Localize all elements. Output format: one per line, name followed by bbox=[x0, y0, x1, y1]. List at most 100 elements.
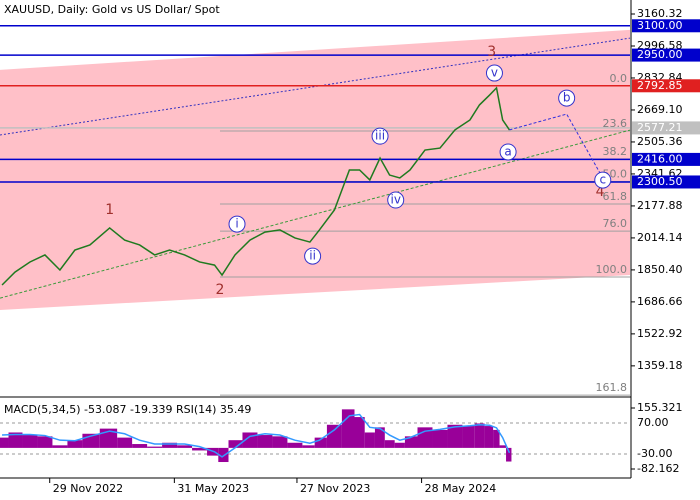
y2-tick-label: 70.00 bbox=[637, 416, 669, 429]
indicator-label: MACD(5,34,5) -53.087 -19.339 RSI(14) 35.… bbox=[4, 403, 251, 416]
fib-label: 23.6 bbox=[603, 117, 628, 130]
signal-line bbox=[2, 413, 511, 458]
level-box bbox=[632, 152, 700, 166]
level-label: 2577.21 bbox=[637, 121, 683, 134]
fib-label: 0.0 bbox=[610, 72, 628, 85]
chart-title: XAUUSD, Daily: Gold vs US Dollar/ Spot bbox=[4, 3, 220, 16]
trendline bbox=[0, 129, 631, 299]
y-tick-label: 3160.32 bbox=[637, 7, 683, 20]
level-box bbox=[632, 19, 700, 33]
wave-circle bbox=[594, 171, 612, 189]
fib-label: 76.0 bbox=[603, 217, 628, 230]
y-tick-label: 2669.10 bbox=[637, 103, 683, 116]
macd-bar bbox=[99, 428, 118, 448]
macd-bar bbox=[364, 432, 375, 448]
y-tick-label: 2014.14 bbox=[637, 231, 683, 244]
wave-circle bbox=[499, 143, 517, 161]
level-box bbox=[632, 175, 700, 189]
y2-tick-label: -30.00 bbox=[637, 447, 672, 460]
channel bbox=[0, 29, 630, 311]
macd-bar bbox=[499, 445, 507, 448]
macd-bar bbox=[287, 442, 303, 448]
macd-bar bbox=[354, 417, 365, 448]
x-tick-label: 29 Nov 2022 bbox=[53, 482, 123, 495]
macd-bar bbox=[447, 424, 463, 448]
y-tick-label: 1522.92 bbox=[637, 327, 683, 340]
wave-label: 2 bbox=[216, 282, 225, 298]
macd-bar bbox=[404, 436, 418, 448]
macd-bar bbox=[302, 445, 315, 448]
macd-bar bbox=[384, 440, 395, 448]
wave-label: ii bbox=[309, 249, 316, 263]
macd-bar bbox=[162, 442, 178, 448]
level-box bbox=[632, 79, 700, 93]
macd-bar bbox=[326, 424, 342, 448]
wave-label: 4 bbox=[596, 184, 605, 200]
fib-label: 38.2 bbox=[603, 145, 628, 158]
wave-circle bbox=[371, 127, 389, 145]
level-label: 2300.50 bbox=[637, 175, 683, 188]
wave-label: a bbox=[504, 144, 511, 158]
macd-bar bbox=[314, 437, 327, 448]
macd-bar bbox=[484, 426, 494, 448]
wave-circle bbox=[387, 191, 405, 209]
fib-label: 100.0 bbox=[596, 263, 628, 276]
wave-label: 3 bbox=[487, 44, 496, 60]
wave-circle bbox=[485, 64, 503, 82]
macd-bar bbox=[37, 436, 53, 448]
y-tick-label: 1359.18 bbox=[637, 359, 683, 372]
macd-bar bbox=[8, 432, 23, 448]
macd-bar bbox=[257, 435, 273, 448]
macd-bar bbox=[218, 447, 229, 463]
y-tick-label: 2177.88 bbox=[637, 199, 683, 212]
macd-bar bbox=[462, 426, 475, 448]
macd-bar bbox=[272, 436, 288, 448]
y-tick-label: 1686.66 bbox=[637, 295, 683, 308]
wave-label: c bbox=[599, 173, 606, 187]
macd-bar bbox=[228, 440, 243, 448]
wave-circle bbox=[558, 89, 576, 107]
front-layer: 0.023.638.250.061.876.0100.0161.81234iii… bbox=[49, 7, 700, 495]
macd-bar bbox=[147, 446, 163, 448]
y-tick-label: 2505.36 bbox=[637, 135, 683, 148]
level-label: 2416.00 bbox=[637, 152, 683, 165]
level-label: 2792.85 bbox=[637, 79, 683, 92]
macd-bar bbox=[22, 435, 38, 448]
y-tick-label: 1850.40 bbox=[637, 263, 683, 276]
level-label: 2950.00 bbox=[637, 48, 683, 61]
macd-bar bbox=[394, 442, 405, 448]
wave-circle bbox=[228, 215, 246, 233]
fib-label: 161.8 bbox=[596, 381, 628, 394]
macd-bar bbox=[67, 440, 83, 448]
macd-bar bbox=[506, 447, 512, 462]
level-label: 3100.00 bbox=[637, 19, 683, 32]
macd-bar bbox=[132, 444, 148, 448]
macd-bar bbox=[52, 445, 68, 448]
level-box bbox=[632, 48, 700, 62]
fib-label: 61.8 bbox=[603, 190, 628, 203]
wave-label: i bbox=[235, 217, 238, 231]
macd-bar bbox=[117, 437, 133, 448]
x-tick-label: 31 May 2023 bbox=[177, 482, 249, 495]
level-box bbox=[632, 121, 700, 135]
macd-bar bbox=[192, 447, 208, 451]
x-tick-label: 27 Nov 2023 bbox=[300, 482, 370, 495]
wave-label: v bbox=[491, 66, 498, 80]
wave-label: iii bbox=[375, 129, 385, 143]
macd-bar bbox=[432, 429, 448, 448]
macd-bar bbox=[374, 427, 385, 448]
wave-circle bbox=[304, 247, 322, 265]
macd-bar bbox=[474, 423, 485, 448]
macd-bar bbox=[0, 437, 9, 448]
wave-label: iv bbox=[390, 193, 400, 207]
x-tick-label: 28 May 2024 bbox=[425, 482, 497, 495]
macd-bar bbox=[177, 445, 193, 448]
wave-label: b bbox=[563, 91, 571, 105]
y-tick-label: -82.162 bbox=[637, 462, 679, 475]
wave-label: 1 bbox=[105, 202, 114, 218]
macd-bar bbox=[493, 429, 500, 448]
main-layer bbox=[0, 25, 630, 463]
price-line bbox=[1, 86, 511, 286]
y-tick-label: 155.321 bbox=[637, 401, 683, 414]
